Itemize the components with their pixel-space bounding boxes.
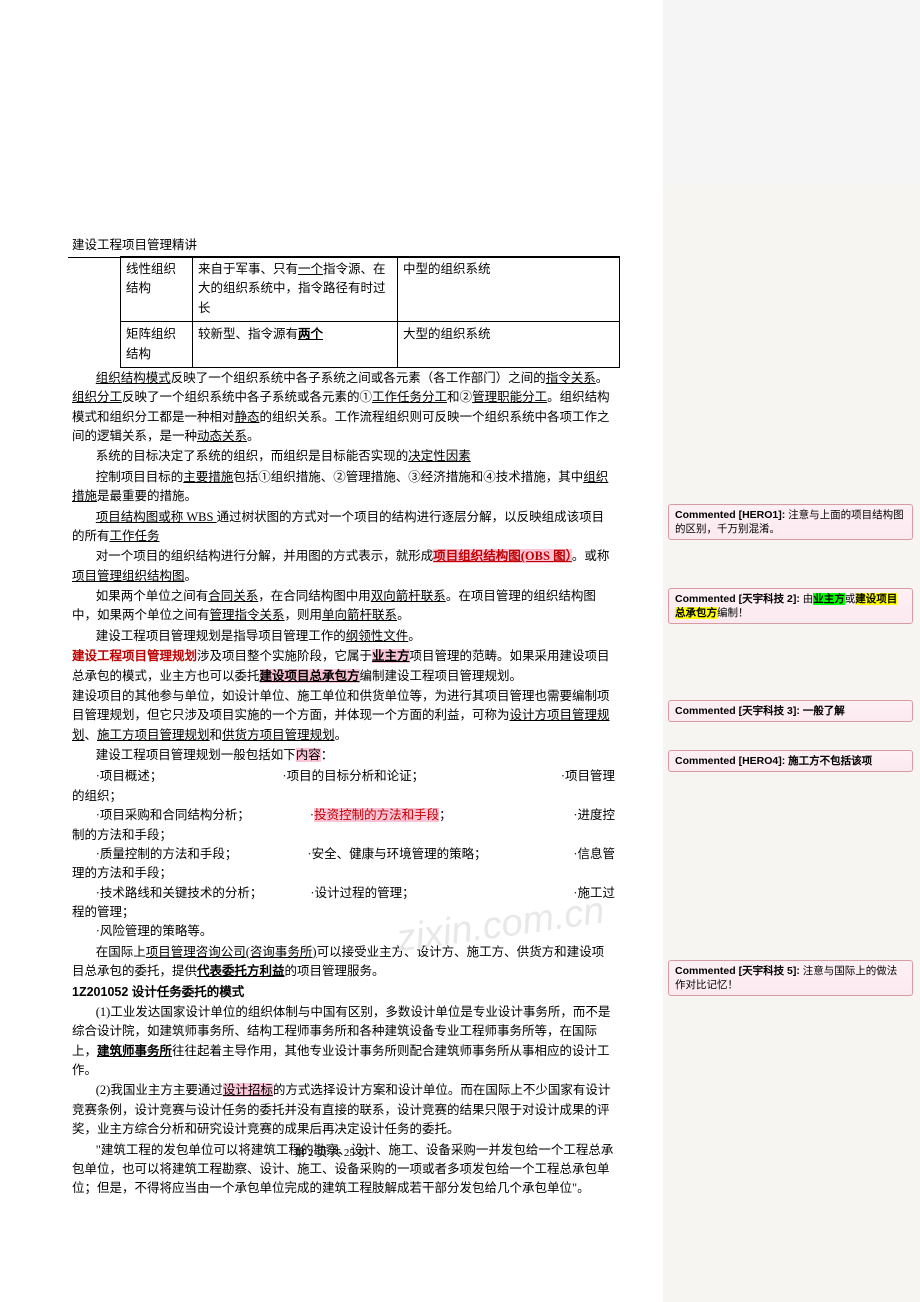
comment-box: Commented [HERO1]: 注意与上面的项目结构图的区别，千万别混淆。 (668, 504, 913, 540)
comment-box: Commented [天宇科技 5]: 注意与国际上的做法作对比记忆！ (668, 960, 913, 996)
comment-author: Commented [天宇科技 2]: (675, 593, 800, 605)
comment-box: Commented [HERO4]: 施工方不包括该项 (668, 750, 913, 772)
comment-box: Commented [天宇科技 3]: 一般了解 (668, 700, 913, 722)
header-title: 建设工程项目管理精讲 (72, 238, 197, 252)
comment-author: Commented [天宇科技 3]: (675, 705, 800, 717)
paragraph: 如果两个单位之间有合同关系，在合同结构图中用双向箭杆联系。在项目管理的组织结构图… (72, 587, 615, 626)
paragraph: 控制项目目标的主要措施包括①组织措施、②管理措施、③经济措施和④技术措施，其中组… (72, 468, 615, 507)
comment-text: 施工方不包括该项 (785, 755, 872, 767)
section-heading: 1Z201052 设计任务委托的模式 (72, 983, 615, 1002)
paragraph: 建设项目的其他参与单位，如设计单位、施工单位和供货单位等，为进行其项目管理也需要… (72, 687, 615, 745)
paragraph: (2)我国业主方主要通过设计招标的方式选择设计方案和设计单位。而在国际上不少国家… (72, 1081, 615, 1139)
paragraph: 系统的目标决定了系统的组织，而组织是目标能否实现的决定性因素 (72, 447, 615, 466)
comments-panel-bg (663, 185, 920, 1302)
org-structure-table: 线性组织结构 来自于军事、只有一个指令源、在大的组织系统中，指令路径有时过长 中… (120, 256, 620, 368)
cell: 大型的组织系统 (398, 322, 620, 368)
paragraph: 组织结构模式反映了一个组织系统中各子系统之间或各元素（各工作部门）之间的指令关系… (72, 369, 615, 447)
cell: 矩阵组织结构 (121, 322, 193, 368)
paragraph: 建设工程项目管理规划一般包括如下内容： (72, 746, 615, 765)
cell: 较新型、指令源有两个 (193, 322, 398, 368)
bullet-list: ·项目概述；·项目的目标分析和论证；·项目管理 的组织； ·项目采购和合同结构分… (96, 767, 615, 941)
table-row: 线性组织结构 来自于军事、只有一个指令源、在大的组织系统中，指令路径有时过长 中… (121, 257, 620, 322)
paragraph: 建设工程项目管理规划涉及项目整个实施阶段，它属于业主方项目管理的范畴。如果采用建… (72, 647, 615, 686)
document-page: 建设工程项目管理精讲 zixin.com.cn 线性组织结构 来自于军事、只有一… (0, 0, 663, 1302)
paragraph: 对一个项目的组织结构进行分解，并用图的方式表示，就形成项目组织结构图(OBS 图… (72, 547, 615, 586)
paragraph: "建筑工程的发包单位可以将建筑工程的勘察、设计、施工、设备采购一并发包给一个工程… (72, 1141, 615, 1199)
comment-box: Commented [天宇科技 2]: 由业主方或建设项目总承包方编制！ (668, 588, 913, 624)
comment-author: Commented [HERO4]: (675, 755, 785, 767)
paragraph: 项目结构图或称 WBS 通过树状图的方式对一个项目的结构进行逐层分解，以反映组成… (72, 508, 615, 547)
paragraph: 建设工程项目管理规划是指导项目管理工作的纲领性文件。 (72, 627, 615, 646)
comment-author: Commented [天宇科技 5]: (675, 965, 800, 977)
cell: 中型的组织系统 (398, 257, 620, 322)
comment-text: 一般了解 (800, 705, 845, 717)
cell: 来自于军事、只有一个指令源、在大的组织系统中，指令路径有时过长 (193, 257, 398, 322)
comment-author: Commented [HERO1]: (675, 509, 785, 521)
cell: 线性组织结构 (121, 257, 193, 322)
paragraph: 在国际上项目管理咨询公司(咨询事务所)可以接受业主方、设计方、施工方、供货方和建… (72, 943, 615, 982)
paragraph: (1)工业发达国家设计单位的组织体制与中国有区别，多数设计单位是专业设计事务所，… (72, 1003, 615, 1081)
table-row: 矩阵组织结构 较新型、指令源有两个 大型的组织系统 (121, 322, 620, 368)
